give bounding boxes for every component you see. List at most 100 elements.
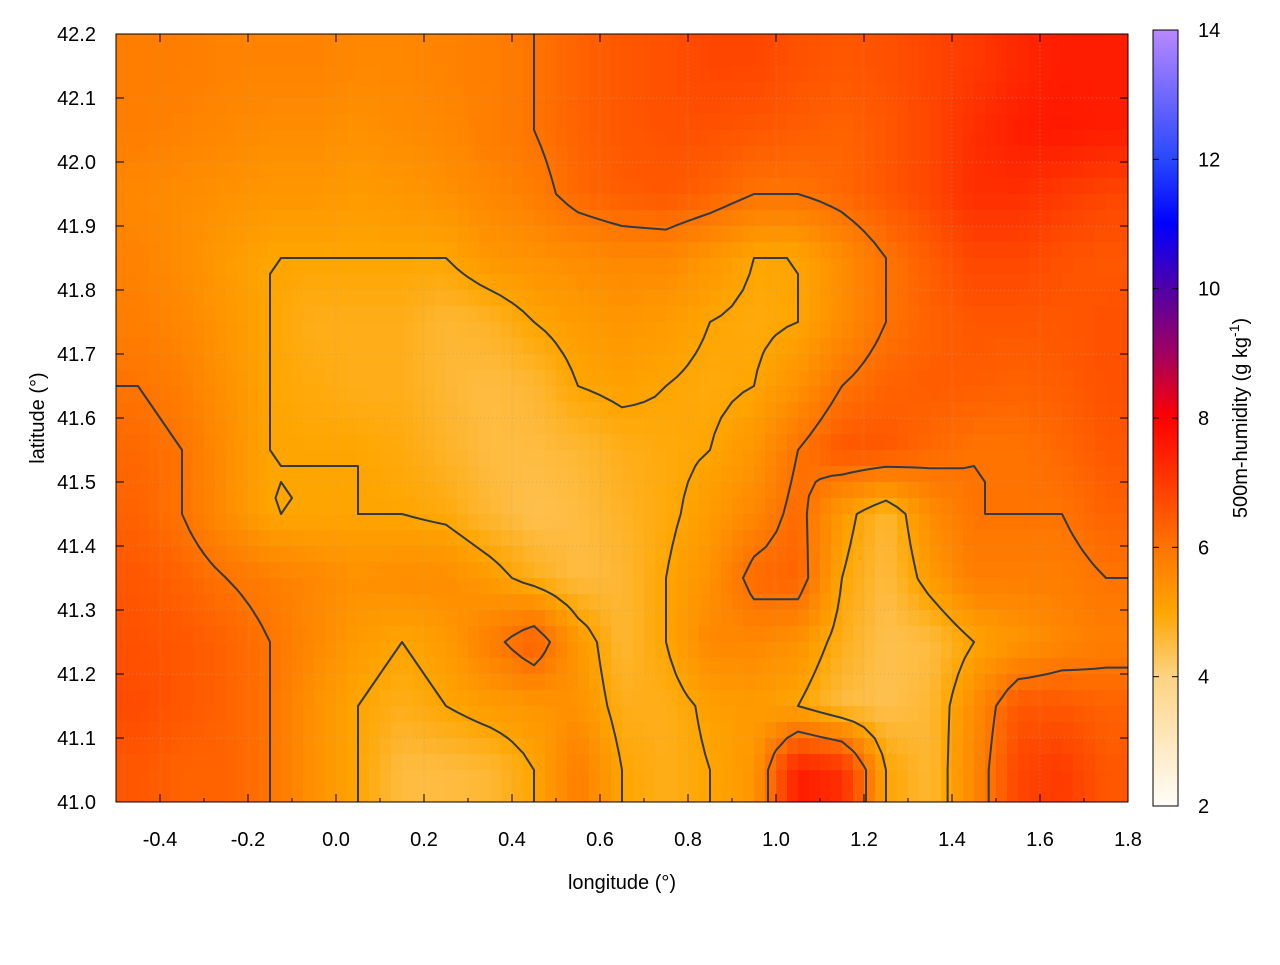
heatmap-cell xyxy=(677,146,689,163)
heatmap-cell xyxy=(116,370,128,387)
heatmap-cell xyxy=(996,386,1008,403)
heatmap-cell xyxy=(116,466,128,483)
heatmap-cell xyxy=(699,66,711,83)
heatmap-cell xyxy=(347,754,359,771)
heatmap-cell xyxy=(523,82,535,99)
heatmap-cell xyxy=(1073,258,1085,275)
heatmap-cell xyxy=(952,226,964,243)
heatmap-cell xyxy=(347,242,359,259)
heatmap-cell xyxy=(1084,450,1096,467)
heatmap-cell xyxy=(424,418,436,435)
heatmap-cell xyxy=(556,498,568,515)
heatmap-cell xyxy=(1029,386,1041,403)
heatmap-cell xyxy=(435,130,447,147)
heatmap-cell xyxy=(292,50,304,67)
heatmap-cell xyxy=(523,114,535,131)
heatmap-cell xyxy=(468,306,480,323)
heatmap-cell xyxy=(644,450,656,467)
heatmap-cell xyxy=(226,770,238,787)
heatmap-cell xyxy=(644,146,656,163)
heatmap-cell xyxy=(413,338,425,355)
heatmap-cell xyxy=(391,258,403,275)
heatmap-cell xyxy=(292,114,304,131)
heatmap-cell xyxy=(369,578,381,595)
heatmap-cell xyxy=(996,514,1008,531)
heatmap-cell xyxy=(1051,338,1063,355)
heatmap-cell xyxy=(182,402,194,419)
heatmap-cell xyxy=(985,674,997,691)
heatmap-cell xyxy=(171,498,183,515)
heatmap-cell xyxy=(600,466,612,483)
heatmap-cell xyxy=(490,402,502,419)
heatmap-cell xyxy=(1040,482,1052,499)
heatmap-cell xyxy=(831,338,843,355)
heatmap-cell xyxy=(952,210,964,227)
heatmap-cell xyxy=(1007,226,1019,243)
heatmap-cell xyxy=(1029,162,1041,179)
heatmap-cell xyxy=(853,242,865,259)
heatmap-cell xyxy=(985,594,997,611)
heatmap-cell xyxy=(402,514,414,531)
heatmap-cell xyxy=(699,50,711,67)
heatmap-cell xyxy=(578,130,590,147)
heatmap-cell xyxy=(237,706,249,723)
heatmap-cell xyxy=(556,610,568,627)
heatmap-cell xyxy=(435,610,447,627)
heatmap-cell xyxy=(347,322,359,339)
heatmap-cell xyxy=(303,50,315,67)
heatmap-cell xyxy=(1073,578,1085,595)
heatmap-cell xyxy=(325,306,337,323)
heatmap-cell xyxy=(1117,594,1128,611)
heatmap-cell xyxy=(204,626,216,643)
heatmap-cell xyxy=(435,482,447,499)
heatmap-cell xyxy=(622,658,634,675)
heatmap-cell xyxy=(941,674,953,691)
heatmap-cell xyxy=(677,306,689,323)
heatmap-cell xyxy=(1040,226,1052,243)
heatmap-cell xyxy=(534,194,546,211)
heatmap-cell xyxy=(1106,290,1118,307)
heatmap-cell xyxy=(534,210,546,227)
heatmap-cell xyxy=(809,370,821,387)
heatmap-cell xyxy=(974,738,986,755)
heatmap-cell xyxy=(226,738,238,755)
heatmap-cell xyxy=(413,450,425,467)
heatmap-cell xyxy=(941,722,953,739)
heatmap-cell xyxy=(523,338,535,355)
heatmap-cell xyxy=(215,482,227,499)
heatmap-cell xyxy=(1095,242,1107,259)
heatmap-cell xyxy=(1117,50,1128,67)
heatmap-cell xyxy=(699,498,711,515)
heatmap-cell xyxy=(589,610,601,627)
heatmap-cell xyxy=(512,146,524,163)
heatmap-cell xyxy=(1051,418,1063,435)
heatmap-cell xyxy=(578,514,590,531)
heatmap-cell xyxy=(633,514,645,531)
heatmap-cell xyxy=(1040,386,1052,403)
heatmap-cell xyxy=(248,418,260,435)
heatmap-cell xyxy=(545,626,557,643)
heatmap-cell xyxy=(171,578,183,595)
heatmap-cell xyxy=(710,258,722,275)
heatmap-cell xyxy=(270,242,282,259)
heatmap-cell xyxy=(721,610,733,627)
heatmap-cell xyxy=(512,610,524,627)
heatmap-cell xyxy=(710,498,722,515)
heatmap-cell xyxy=(479,738,491,755)
heatmap-cell xyxy=(765,562,777,579)
heatmap-cell xyxy=(1106,434,1118,451)
heatmap-cell xyxy=(413,194,425,211)
heatmap-cell xyxy=(875,642,887,659)
heatmap-cell xyxy=(985,498,997,515)
heatmap-cell xyxy=(325,530,337,547)
heatmap-cell xyxy=(919,290,931,307)
heatmap-cell xyxy=(501,562,513,579)
heatmap-cell xyxy=(666,162,678,179)
heatmap-cell xyxy=(369,482,381,499)
heatmap-cell xyxy=(721,690,733,707)
heatmap-cell xyxy=(644,626,656,643)
heatmap-cell xyxy=(237,242,249,259)
heatmap-cell xyxy=(688,498,700,515)
heatmap-cell xyxy=(633,562,645,579)
heatmap-cell xyxy=(193,658,205,675)
